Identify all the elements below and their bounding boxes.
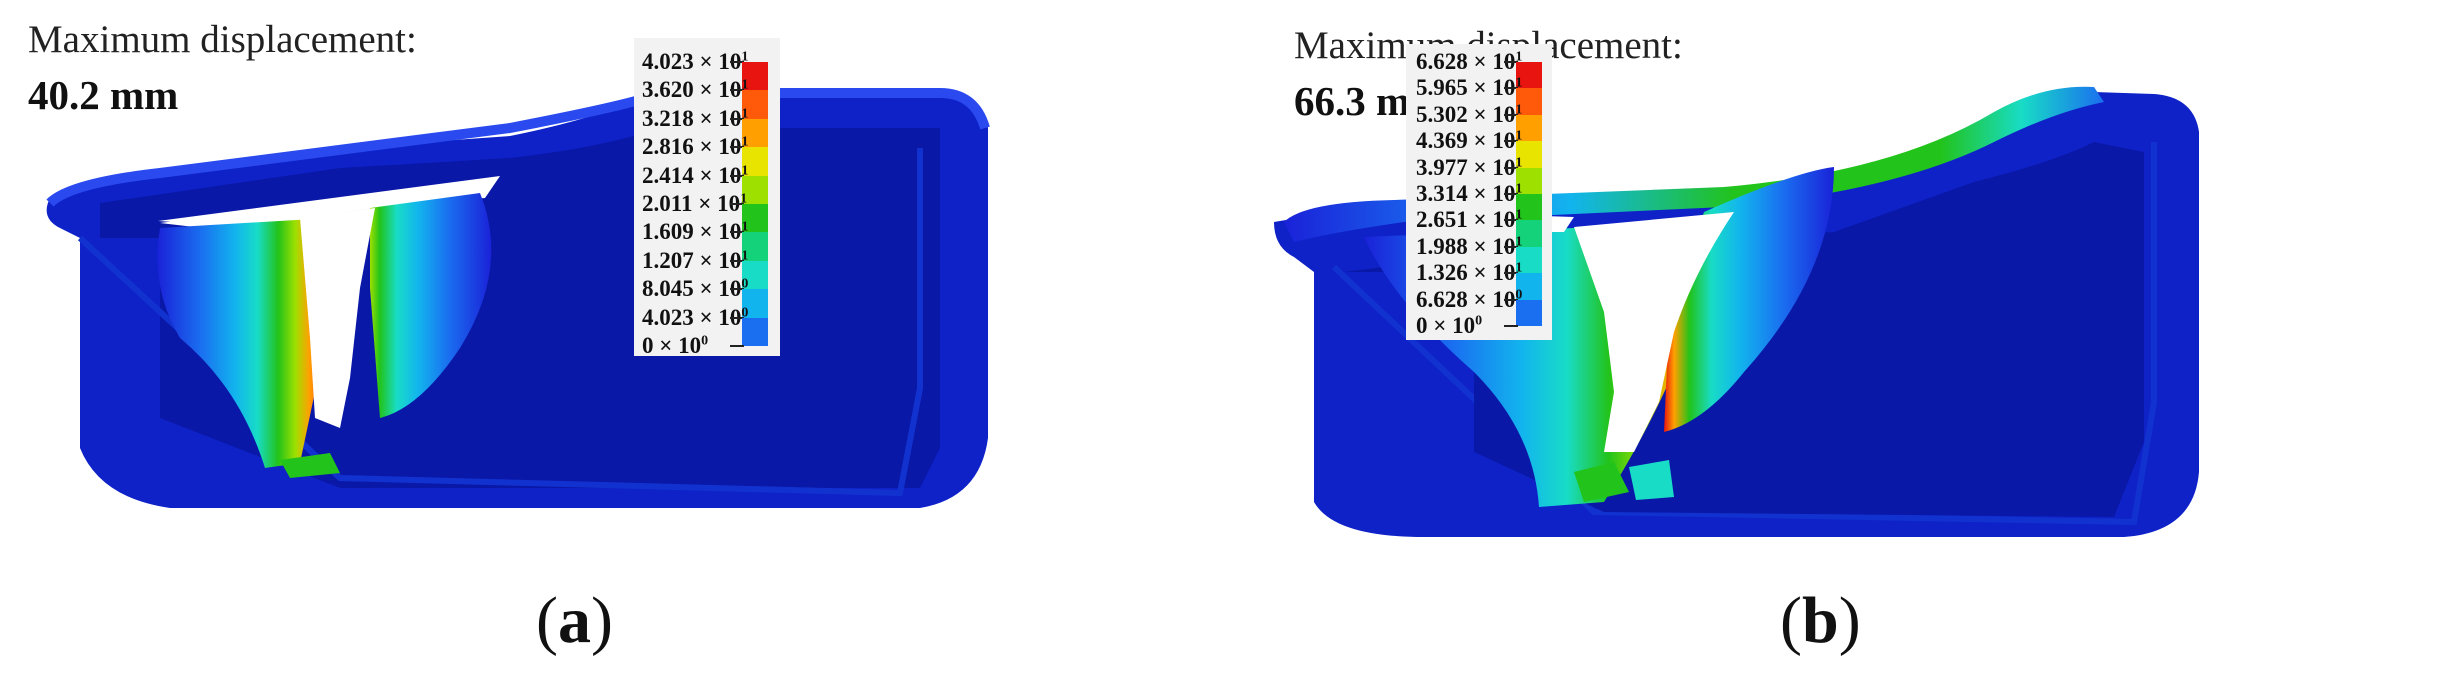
legend-color-band-a-8 [742,289,768,318]
legend-tick-b-2 [1504,113,1518,116]
legend-tick-b-8 [1504,272,1518,275]
legend-tick-a-4 [730,174,744,177]
legend-label-a-0: 4.023 × 101 [642,49,749,74]
legend-color-band-a-6 [742,232,768,261]
legend-color-band-b-5 [1516,194,1542,221]
legend-label-b-10: 0 × 100 [1416,313,1483,338]
legend-tick-b-9 [1504,298,1518,301]
legend-tick-a-5 [730,203,744,205]
legend-color-band-b-2 [1516,114,1542,142]
legend-tick-b-6 [1504,219,1518,222]
legend-label-a-3: 2.816 × 101 [642,134,749,160]
fea-deformation-model-a [46,88,990,509]
legend-color-band-b-0 [1516,62,1542,89]
legend-color-band-a-7 [742,260,768,290]
legend-tick-a-3 [730,146,744,149]
legend-label-b-2: 5.302 × 101 [1416,101,1523,127]
legend-tick-b-7 [1504,245,1518,248]
legend-color-band-b-7 [1516,246,1542,274]
legend-label-a-8: 8.045 × 100 [642,276,749,302]
caption-a: (a) [536,584,613,657]
legend-color-band-a-4 [742,175,768,204]
legend-label-a-9: 4.023 × 100 [642,304,749,330]
legend-label-b-3: 4.369 × 101 [1416,128,1523,154]
legend-tick-a-2 [730,117,744,120]
legend-color-band-b-8 [1516,273,1542,300]
legend-tick-b-3 [1504,140,1518,143]
legend-label-b-9: 6.628 × 100 [1416,286,1523,312]
legend-tick-a-1 [730,89,744,92]
legend-label-a-7: 1.207 × 101 [642,247,749,273]
panel-a: Maximum displacement: 40.2 mm [28,18,990,509]
legend-label-a-1: 3.620 × 101 [642,77,749,103]
legend-label-b-4: 3.977 × 101 [1416,154,1523,180]
legend-color-band-a-5 [742,204,768,233]
fea-deformation-model-b [1274,86,2199,537]
legend-color-band-a-3 [742,147,768,176]
max-displacement-title-a: Maximum displacement: [28,18,417,61]
legend-label-a-2: 3.218 × 101 [642,105,749,131]
legend-label-b-1: 5.965 × 101 [1416,75,1523,101]
legend-tick-b-10 [1504,325,1518,327]
panel-b: Maximum displacement: 66.3 mm [1230,0,2452,692]
legend-tick-a-6 [730,231,744,234]
legend-tick-a-8 [730,288,744,291]
legend-tick-b-4 [1504,166,1518,169]
legend-color-band-a-0 [742,62,768,91]
legend-tick-a-7 [730,259,744,262]
legend-label-b-7: 1.988 × 101 [1416,233,1523,259]
legend-tick-a-0 [730,61,744,63]
legend-color-band-a-9 [742,317,768,346]
legend-tick-b-0 [1504,61,1518,63]
legend-color-band-a-2 [742,118,768,148]
legend-tick-b-5 [1504,193,1518,195]
max-displacement-value-a: 40.2 mm [28,72,179,118]
legend-tick-a-9 [730,316,744,319]
legend-tick-a-10 [730,345,744,347]
legend-label-b-8: 1.326 × 101 [1416,260,1523,286]
legend-color-band-b-1 [1516,88,1542,115]
legend-color-band-b-4 [1516,167,1542,194]
legend-label-a-6: 1.609 × 101 [642,219,749,245]
legend-label-b-6: 2.651 × 101 [1416,207,1523,233]
legend-label-b-5: 3.314 × 101 [1416,181,1523,206]
legend-label-b-0: 6.628 × 101 [1416,49,1523,74]
legend-label-a-5: 2.011 × 101 [642,191,748,216]
legend-color-band-b-9 [1516,299,1542,326]
legend-color-band-b-6 [1516,220,1542,247]
legend-tick-b-1 [1504,87,1518,90]
caption-b: (b) [1780,584,1861,657]
legend-color-band-a-1 [742,90,768,119]
legend-label-a-10: 0 × 100 [642,333,709,358]
legend-color-band-b-3 [1516,141,1542,168]
legend-label-a-4: 2.414 × 101 [642,162,749,188]
